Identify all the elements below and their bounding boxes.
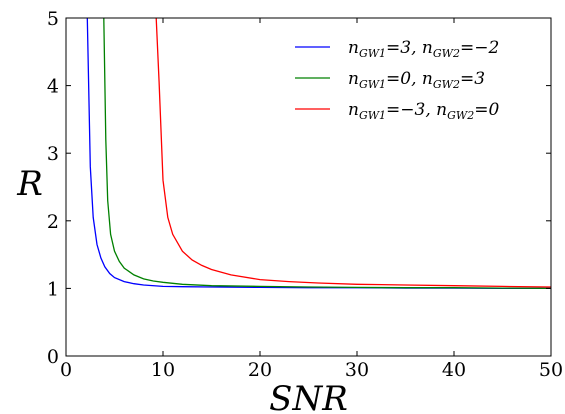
- legend-entry-3: nGW1=−3, nGW2=0: [348, 100, 499, 122]
- legend-part: n: [422, 69, 433, 89]
- x-tick-label: 20: [248, 359, 272, 381]
- y-tick-label: 0: [47, 346, 59, 368]
- legend-part: =3: [460, 69, 485, 89]
- y-axis-title: R: [16, 164, 43, 204]
- y-tick-label: 1: [47, 278, 59, 300]
- y-tick-label: 3: [47, 143, 59, 165]
- legend-part: GW2: [447, 109, 474, 122]
- series-line-1: [86, 17, 551, 290]
- legend-part: GW1: [359, 47, 386, 60]
- x-tick-label: 0: [60, 359, 72, 381]
- axis-ticks: [65, 17, 552, 357]
- x-axis-title: SNR: [269, 379, 348, 414]
- legend-part: =0,: [386, 69, 422, 89]
- legend-entry-2: nGW1=0, nGW2=3: [348, 69, 485, 91]
- legend-part: n: [348, 38, 359, 58]
- legend-part: =−2: [460, 38, 499, 58]
- y-tick-label: 2: [47, 211, 59, 233]
- legend-part: GW1: [359, 109, 386, 122]
- x-tick-label: 40: [442, 359, 466, 381]
- legend-part: =−3,: [386, 100, 436, 120]
- legend-part: =3,: [386, 38, 422, 58]
- x-tick-label: 10: [151, 359, 175, 381]
- legend-part: GW2: [433, 78, 460, 91]
- plot-frame: [65, 17, 552, 357]
- x-tick-label: 50: [539, 359, 563, 381]
- legend-part: n: [422, 38, 433, 58]
- legend-part: =0: [474, 100, 499, 120]
- tick-labels: 0 10 20 30 40 50 0 1 2 3 4 5: [47, 8, 563, 381]
- legend-entry-1: nGW1=3, nGW2=−2: [348, 38, 499, 60]
- legend-part: GW2: [433, 47, 460, 60]
- legend-part: n: [348, 100, 359, 120]
- legend-part: n: [348, 69, 359, 89]
- y-tick-label: 4: [47, 76, 59, 98]
- plot-curves: [86, 17, 552, 290]
- legend-part: GW1: [359, 78, 386, 91]
- x-tick-label: 30: [345, 359, 369, 381]
- legend-part: n: [436, 100, 447, 120]
- series-line-3: [155, 17, 552, 288]
- y-tick-label: 5: [47, 8, 59, 30]
- series-line-2: [103, 17, 552, 290]
